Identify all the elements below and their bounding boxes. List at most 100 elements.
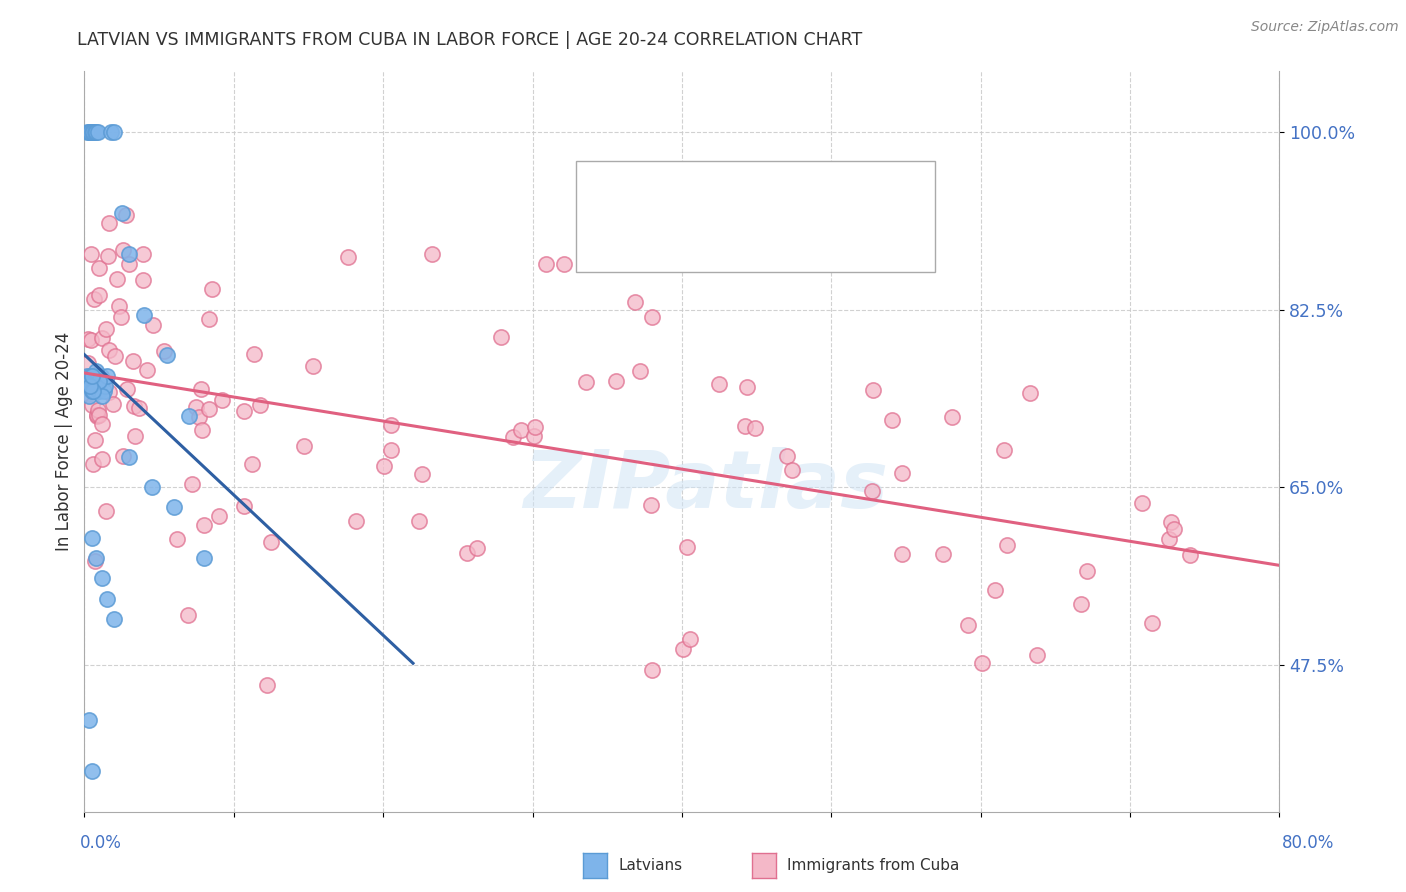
Point bbox=[956, 618, 979, 632]
Point bbox=[679, 632, 702, 647]
Point bbox=[118, 450, 141, 464]
Point bbox=[83, 125, 105, 139]
Point bbox=[1070, 598, 1092, 612]
Point bbox=[132, 247, 155, 261]
Point bbox=[103, 125, 125, 139]
Point bbox=[153, 344, 176, 359]
Point bbox=[111, 206, 134, 220]
Point bbox=[80, 764, 103, 779]
Point bbox=[86, 855, 108, 870]
Point bbox=[90, 331, 112, 345]
Point bbox=[89, 374, 111, 388]
Point bbox=[510, 423, 533, 437]
Point bbox=[77, 386, 100, 401]
Point bbox=[87, 260, 110, 275]
Point bbox=[1025, 648, 1047, 663]
Point bbox=[181, 476, 204, 491]
Point bbox=[984, 583, 1007, 598]
Point bbox=[101, 396, 124, 410]
Point bbox=[77, 356, 100, 370]
Point bbox=[128, 401, 150, 416]
Point bbox=[177, 607, 200, 622]
Point bbox=[373, 458, 395, 473]
Point bbox=[177, 409, 200, 424]
Point bbox=[94, 378, 117, 392]
Text: 0.0%: 0.0% bbox=[80, 834, 122, 852]
Point bbox=[86, 363, 108, 377]
Point bbox=[77, 389, 100, 403]
Point bbox=[82, 368, 104, 383]
Point bbox=[91, 389, 114, 403]
Point bbox=[79, 378, 101, 392]
Point bbox=[1130, 496, 1153, 510]
Point bbox=[1142, 615, 1164, 630]
Point bbox=[776, 450, 799, 464]
Point bbox=[124, 429, 146, 443]
Point bbox=[142, 318, 165, 333]
Point bbox=[103, 612, 125, 626]
Point bbox=[524, 420, 547, 434]
Point bbox=[188, 409, 211, 424]
Point bbox=[1178, 549, 1201, 563]
Point bbox=[98, 384, 121, 399]
Point bbox=[197, 312, 219, 326]
Point bbox=[124, 399, 146, 413]
Point bbox=[86, 374, 108, 388]
Point bbox=[86, 125, 108, 139]
Point bbox=[211, 392, 233, 407]
Point bbox=[1163, 522, 1185, 536]
Point bbox=[190, 382, 212, 396]
Point bbox=[111, 243, 134, 257]
Point bbox=[118, 247, 141, 261]
Point bbox=[83, 378, 105, 392]
Point bbox=[995, 538, 1018, 552]
Point bbox=[380, 443, 402, 458]
Point bbox=[890, 548, 912, 562]
Text: ZIPatlas: ZIPatlas bbox=[523, 447, 889, 525]
Point bbox=[380, 418, 402, 433]
Point bbox=[112, 449, 135, 463]
Point bbox=[87, 125, 110, 139]
Point bbox=[780, 463, 803, 477]
Point bbox=[83, 292, 105, 306]
Point bbox=[232, 404, 254, 418]
Text: R = -0.257   N = 121: R = -0.257 N = 121 bbox=[664, 243, 860, 262]
Point bbox=[932, 547, 955, 561]
Point bbox=[135, 363, 157, 377]
Point bbox=[862, 383, 884, 397]
Point bbox=[79, 374, 101, 388]
Point bbox=[675, 540, 697, 554]
Point bbox=[97, 249, 120, 263]
Point bbox=[575, 375, 598, 389]
Point bbox=[86, 551, 108, 566]
Point bbox=[77, 714, 100, 728]
Point bbox=[104, 349, 127, 363]
Point bbox=[87, 402, 110, 417]
Point bbox=[640, 498, 662, 512]
Point bbox=[292, 439, 315, 453]
Point bbox=[114, 208, 136, 222]
Point bbox=[79, 125, 101, 139]
Point bbox=[79, 125, 101, 139]
Point bbox=[970, 656, 993, 670]
Point bbox=[191, 424, 214, 438]
Point bbox=[76, 368, 98, 383]
Text: Source: ZipAtlas.com: Source: ZipAtlas.com bbox=[1251, 20, 1399, 34]
Point bbox=[80, 368, 103, 383]
Point bbox=[89, 374, 111, 388]
Point bbox=[107, 299, 129, 313]
Point bbox=[193, 551, 215, 566]
Point bbox=[891, 466, 914, 480]
Point bbox=[1019, 386, 1042, 401]
Point bbox=[122, 353, 145, 368]
Point bbox=[233, 499, 256, 513]
Point bbox=[96, 591, 118, 606]
Point bbox=[860, 483, 883, 498]
Point bbox=[624, 294, 647, 309]
Point bbox=[93, 384, 115, 398]
Point bbox=[79, 368, 101, 383]
Text: Immigrants from Cuba: Immigrants from Cuba bbox=[787, 858, 960, 872]
Point bbox=[132, 273, 155, 287]
Point bbox=[605, 374, 627, 388]
Text: 80.0%: 80.0% bbox=[1281, 834, 1334, 852]
